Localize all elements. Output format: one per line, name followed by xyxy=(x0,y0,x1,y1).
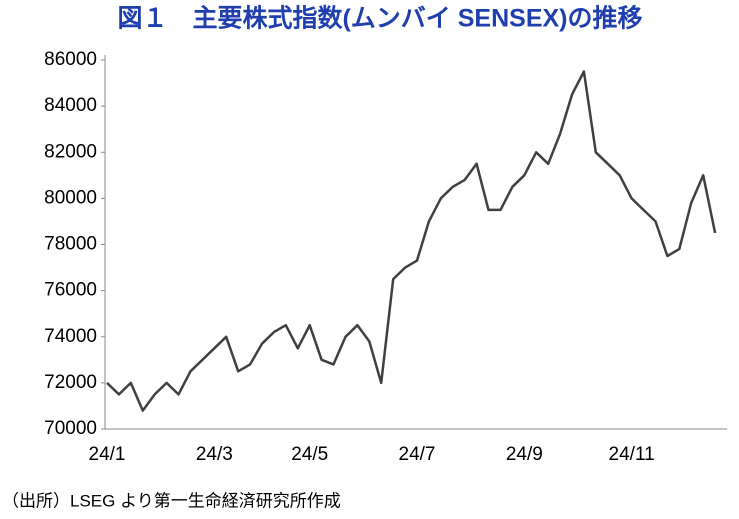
y-tick-label: 82000 xyxy=(44,141,97,162)
y-tick-label: 72000 xyxy=(44,372,97,393)
y-tick-label: 80000 xyxy=(44,187,97,208)
source-note: （出所）LSEG より第一生命経済研究所作成 xyxy=(2,491,341,510)
y-tick-label: 78000 xyxy=(44,234,97,255)
x-tick-label: 24/3 xyxy=(196,444,233,465)
x-tick-label: 24/7 xyxy=(399,444,436,465)
x-tick-label: 24/9 xyxy=(506,444,543,465)
x-tick-label: 24/5 xyxy=(291,444,328,465)
chart-title: 図１ 主要株式指数(ムンバイ SENSEX)の推移 xyxy=(117,5,642,33)
x-tick-label: 24/11 xyxy=(609,444,655,465)
y-tick-label: 84000 xyxy=(44,95,97,116)
x-tick-label: 24/1 xyxy=(89,444,126,465)
y-tick-label: 74000 xyxy=(44,326,97,347)
y-tick-label: 76000 xyxy=(44,280,97,301)
y-tick-label: 70000 xyxy=(44,418,97,439)
price-line xyxy=(106,70,717,412)
y-tick-label: 86000 xyxy=(44,49,97,70)
